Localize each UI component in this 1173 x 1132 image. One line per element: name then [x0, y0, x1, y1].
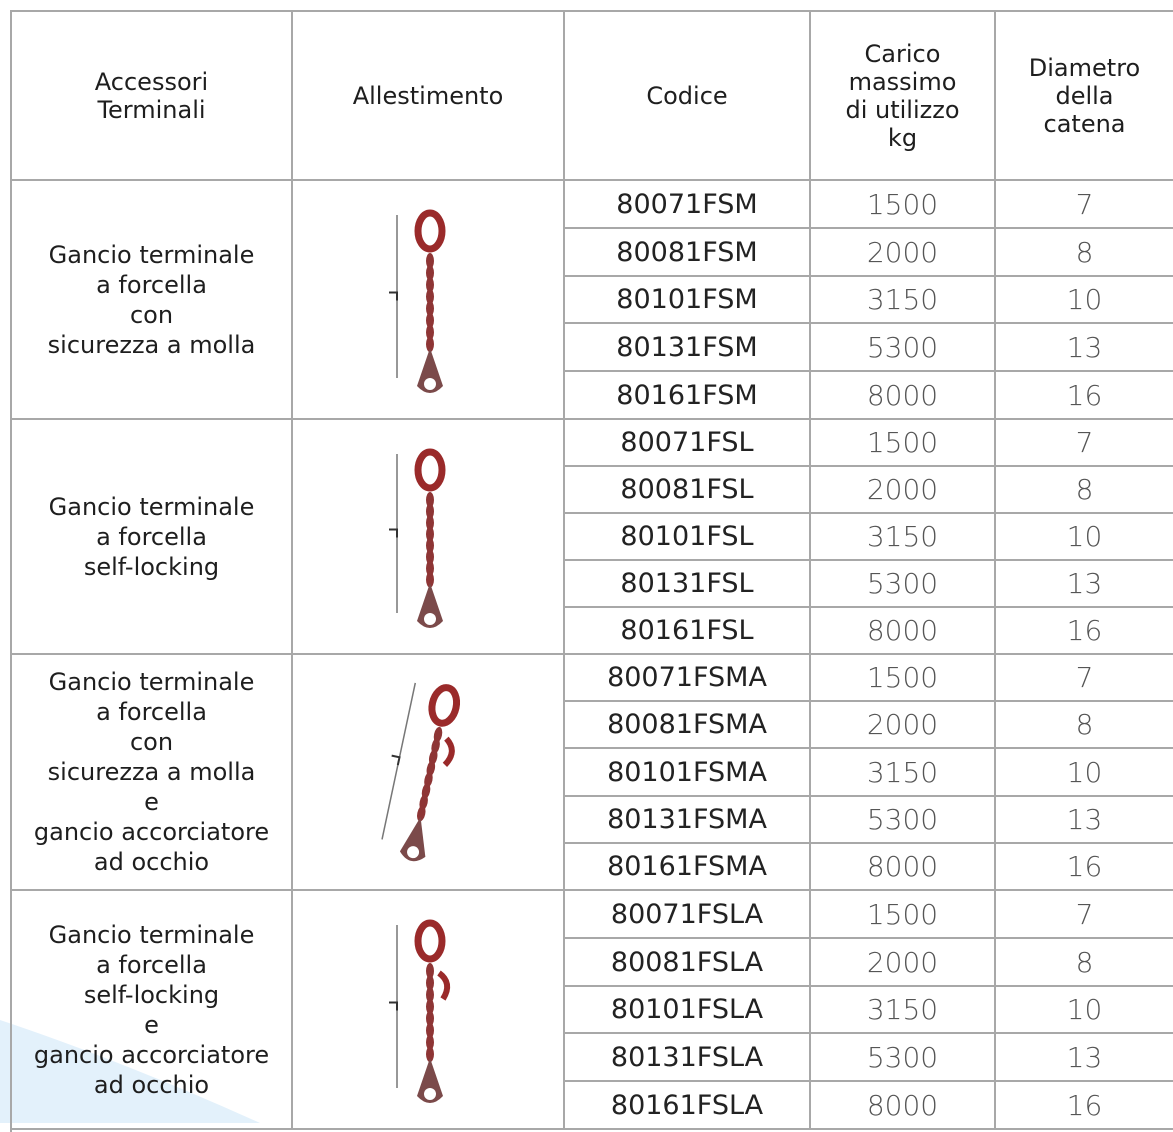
diameter: 8	[996, 702, 1173, 749]
load: 1500	[811, 181, 996, 229]
group-label: Gancio terminale a forcella con sicurezz…	[12, 181, 293, 420]
load: 5300	[811, 561, 996, 608]
sling-image	[389, 209, 446, 393]
diameter: 16	[996, 844, 1173, 891]
header-accessori: Accessori Terminali	[12, 12, 293, 181]
diameter: 13	[996, 797, 1173, 844]
sling-image	[389, 448, 446, 628]
table-border	[10, 10, 1173, 1132]
diameter: 7	[996, 891, 1173, 939]
diameter: 8	[996, 467, 1173, 514]
load: 2000	[811, 229, 996, 277]
image-cell	[293, 181, 565, 420]
diameter: 13	[996, 324, 1173, 372]
sling-image	[381, 682, 461, 862]
code: 80131FSMA	[565, 797, 811, 844]
diameter: 13	[996, 1034, 1173, 1082]
load: 8000	[811, 844, 996, 891]
code: 80071FSMA	[565, 655, 811, 702]
diameter: 10	[996, 277, 1173, 324]
diameter: 8	[996, 939, 1173, 987]
header-carico: Carico massimo di utilizzo kg	[811, 12, 996, 181]
diameter: 10	[996, 987, 1173, 1034]
header-codice: Codice	[565, 12, 811, 181]
diameter: 16	[996, 372, 1173, 420]
group-label: Gancio terminale a forcella self-locking…	[12, 891, 293, 1130]
load: 5300	[811, 324, 996, 372]
sling-image	[389, 919, 451, 1103]
code: 80081FSMA	[565, 702, 811, 749]
group-label: Gancio terminale a forcella self-locking	[12, 420, 293, 655]
image-cell	[293, 420, 565, 655]
load: 5300	[811, 797, 996, 844]
code: 80161FSL	[565, 608, 811, 655]
load: 1500	[811, 420, 996, 467]
image-cell	[293, 655, 565, 891]
load: 1500	[811, 891, 996, 939]
load: 3150	[811, 987, 996, 1034]
code: 80101FSLA	[565, 987, 811, 1034]
code: 80161FSM	[565, 372, 811, 420]
code: 80101FSMA	[565, 749, 811, 797]
load: 2000	[811, 702, 996, 749]
code: 80071FSL	[565, 420, 811, 467]
code: 80071FSLA	[565, 891, 811, 939]
header-diametro: Diametro della catena	[996, 12, 1173, 181]
diameter: 16	[996, 608, 1173, 655]
diameter: 7	[996, 181, 1173, 229]
background-swoosh	[0, 1020, 260, 1123]
load: 1500	[811, 655, 996, 702]
load: 3150	[811, 514, 996, 561]
diameter: 7	[996, 420, 1173, 467]
code: 80131FSL	[565, 561, 811, 608]
group-label: Gancio terminale a forcella con sicurezz…	[12, 655, 293, 891]
diameter: 8	[996, 229, 1173, 277]
load: 3150	[811, 749, 996, 797]
load: 5300	[811, 1034, 996, 1082]
load: 2000	[811, 467, 996, 514]
code: 80101FSL	[565, 514, 811, 561]
code: 80081FSL	[565, 467, 811, 514]
load: 2000	[811, 939, 996, 987]
code: 80081FSLA	[565, 939, 811, 987]
code: 80131FSLA	[565, 1034, 811, 1082]
diameter: 7	[996, 655, 1173, 702]
code: 80161FSMA	[565, 844, 811, 891]
load: 8000	[811, 372, 996, 420]
code: 80101FSM	[565, 277, 811, 324]
code: 80131FSM	[565, 324, 811, 372]
code: 80081FSM	[565, 229, 811, 277]
load: 8000	[811, 608, 996, 655]
header-allestimento: Allestimento	[293, 12, 565, 181]
diameter: 13	[996, 561, 1173, 608]
diameter: 10	[996, 514, 1173, 561]
load: 3150	[811, 277, 996, 324]
diameter: 10	[996, 749, 1173, 797]
code: 80071FSM	[565, 181, 811, 229]
